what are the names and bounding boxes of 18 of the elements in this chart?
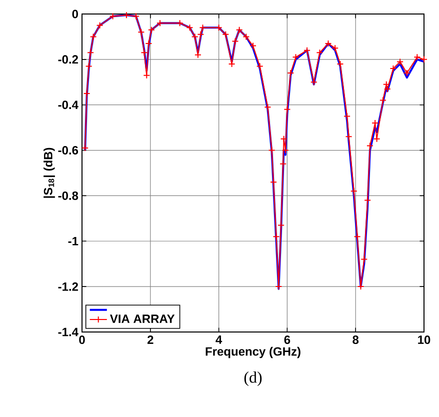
y-tick-label: -0.6 [58,146,78,155]
text: (d) [244,372,262,386]
y-tick-label: 0 [72,10,78,18]
x-tick-label: 6 [284,336,290,344]
y-tick-label: -1 [68,237,78,246]
y-tick-label: -0.2 [58,55,78,64]
x-tick-label: 8 [352,336,359,344]
y-tick-label: -0.4 [58,100,78,110]
x-axis-title: Frequency (GHz) [206,346,300,358]
x-tick-label: 2 [147,336,154,344]
x-tick-label: 0 [79,336,85,344]
legend-label: VIA ARRAY [110,314,175,323]
x-tick-label: 10 [418,336,430,344]
y-tick-label: -1.4 [58,328,78,336]
x-tick-label: 4 [216,336,222,344]
y-axis-title: |S$_{18}$| (dB) [44,148,55,198]
y-tick-label: -0.8 [58,191,78,200]
y-tick-label: -1.2 [58,282,78,291]
